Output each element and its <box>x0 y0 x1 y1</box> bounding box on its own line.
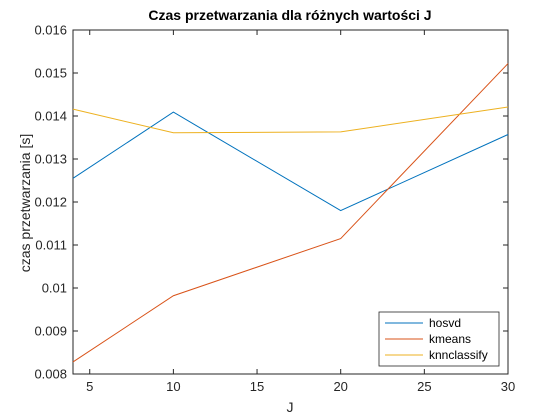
y-axis-ticks: 0.008 0.009 0.01 0.011 0.012 0.013 0.014 0.015 0… <box>34 23 508 382</box>
legend: hosvd kmeans knnclassify <box>378 311 500 367</box>
x-tick-label: 5 <box>86 379 93 394</box>
legend-label-kmeans: kmeans <box>429 332 471 346</box>
y-tick-label: 0.015 <box>34 66 67 81</box>
y-tick-label: 0.016 <box>34 23 67 38</box>
x-tick-label: 20 <box>333 379 347 394</box>
y-tick-label: 0.014 <box>34 109 67 124</box>
y-axis-label: czas przetwarzania [s] <box>17 134 33 273</box>
series-layer <box>72 63 509 363</box>
chart-title: Czas przetwarzania dla różnych wartości … <box>148 7 431 23</box>
x-axis-label: J <box>287 399 294 415</box>
x-tick-label: 10 <box>166 379 180 394</box>
y-tick-label: 0.008 <box>34 367 67 382</box>
y-tick-label: 0.011 <box>35 238 67 253</box>
x-axis-ticks: 5 10 15 20 25 30 <box>86 30 515 394</box>
legend-label-knnclassify: knnclassify <box>429 348 488 362</box>
y-tick-label: 0.01 <box>42 281 67 296</box>
legend-label-hosvd: hosvd <box>429 316 461 330</box>
y-tick-label: 0.012 <box>34 195 67 210</box>
x-tick-label: 25 <box>417 379 431 394</box>
x-tick-label: 30 <box>501 379 515 394</box>
y-tick-label: 0.013 <box>34 152 67 167</box>
series-line-knnclassify <box>72 106 509 134</box>
x-tick-label: 15 <box>250 379 264 394</box>
series-line-kmeans <box>72 63 509 363</box>
y-tick-label: 0.009 <box>34 324 67 339</box>
series-line-hosvd <box>72 111 509 212</box>
